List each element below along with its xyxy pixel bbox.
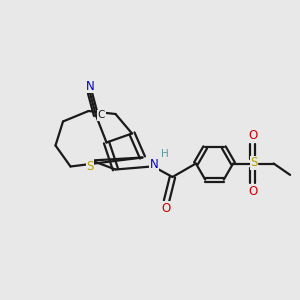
Text: C: C bbox=[98, 110, 105, 121]
Text: H: H bbox=[161, 149, 169, 159]
Text: N: N bbox=[149, 158, 158, 171]
Text: S: S bbox=[250, 156, 258, 170]
Text: S: S bbox=[86, 160, 94, 173]
Text: N: N bbox=[85, 80, 94, 93]
Text: O: O bbox=[162, 202, 171, 215]
Text: O: O bbox=[248, 129, 257, 142]
Text: O: O bbox=[248, 184, 257, 198]
